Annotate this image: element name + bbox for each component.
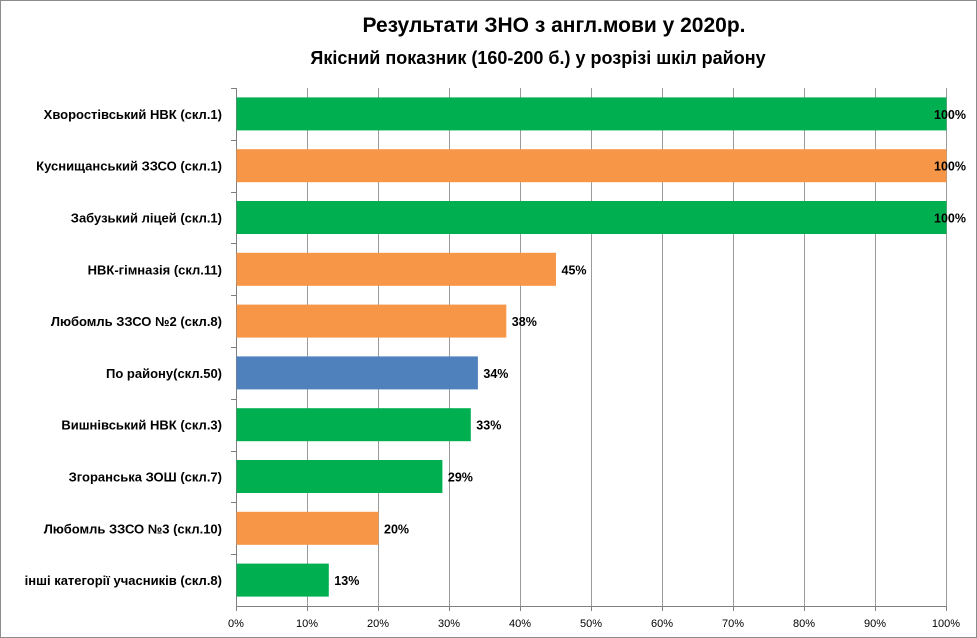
data-label: 34% <box>483 367 508 381</box>
chart-subtitle: Якісний показник (160-200 б.) у розрізі … <box>310 48 765 68</box>
bar <box>236 201 947 234</box>
x-tick-label: 20% <box>367 618 389 630</box>
x-tick-label: 90% <box>864 618 886 630</box>
category-label: По району(скл.50) <box>106 366 222 381</box>
data-label: 29% <box>448 471 473 485</box>
data-label: 20% <box>384 522 409 536</box>
bar <box>236 149 947 183</box>
x-axis-ticks: 0% 10% 20% 30% 40% 50% 60% 70% 80% 90% 100% <box>228 618 960 630</box>
bar <box>236 252 556 286</box>
x-tick-label: 40% <box>509 618 531 630</box>
category-label: Куснищанський ЗЗСО (скл.1) <box>36 159 222 174</box>
data-label: 38% <box>512 315 537 329</box>
x-tick-label: 70% <box>722 618 744 630</box>
bar <box>236 408 471 442</box>
data-label: 100% <box>934 212 966 226</box>
chart-title: Результати ЗНО з англ.мови у 2020р. <box>362 14 745 37</box>
value-labels: 100% 100% 100% 45% 38% 34% 33% 29% 20% 13% <box>334 108 966 588</box>
category-label: Забузький ліцей (скл.1) <box>71 211 222 226</box>
data-label: 33% <box>476 419 501 433</box>
data-label: 13% <box>334 574 359 588</box>
x-tick-label: 80% <box>793 618 815 630</box>
category-label: Вишнівський НВК (скл.3) <box>61 418 222 433</box>
x-tick-label: 50% <box>580 618 602 630</box>
data-label: 100% <box>934 108 966 122</box>
bar <box>236 304 507 338</box>
category-label: НВК-гімназія (скл.11) <box>88 262 222 277</box>
data-label: 100% <box>934 160 966 174</box>
x-tick-label: 10% <box>296 618 318 630</box>
category-label: Хворостівський НВК (скл.1) <box>44 107 222 122</box>
category-labels: Хворостівський НВК (скл.1) Куснищанський … <box>25 107 222 588</box>
bar <box>236 563 329 597</box>
x-tick-label: 30% <box>438 618 460 630</box>
data-label: 45% <box>562 263 587 277</box>
bar <box>236 460 443 493</box>
bars <box>236 97 947 597</box>
x-tick-label: 60% <box>651 618 673 630</box>
category-label: Любомль ЗЗСО №2 (скл.8) <box>51 314 222 329</box>
x-tick-label: 0% <box>228 618 244 630</box>
x-tick-label: 100% <box>932 618 960 630</box>
category-label: Згоранська ЗОШ (скл.7) <box>69 470 222 485</box>
category-label: Любомль ЗЗСО №3 (скл.10) <box>44 521 222 536</box>
bar <box>236 511 379 545</box>
bar <box>236 97 947 131</box>
category-label: інші категорії учасників (скл.8) <box>25 573 222 588</box>
bar <box>236 356 478 390</box>
